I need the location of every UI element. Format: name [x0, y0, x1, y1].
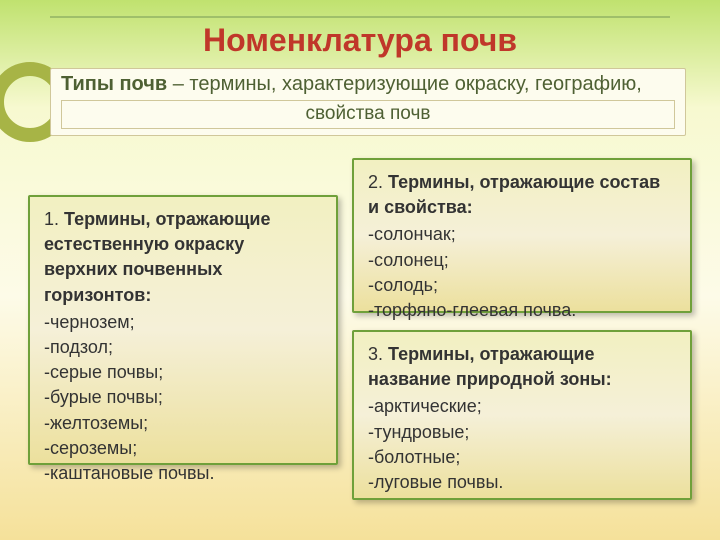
box-2-number: 2. — [368, 172, 383, 192]
box-2-items: -солончак; -солонец; -солодь; -торфяно-г… — [368, 222, 676, 323]
subtitle-line2: свойства почв — [61, 100, 675, 129]
subtitle-bold: Типы почв — [61, 73, 167, 95]
subtitle-box: Типы почв – термины, характеризующие окр… — [50, 68, 686, 136]
box-2: 2. Термины, отражающие состав и свойства… — [352, 158, 692, 313]
box-3-header: 3. Термины, отражающие название природно… — [368, 342, 676, 392]
box-3-title: Термины, отражающие название природной з… — [368, 344, 612, 389]
slide: Номенклатура почв Типы почв – термины, х… — [0, 0, 720, 540]
box-3: 3. Термины, отражающие название природно… — [352, 330, 692, 500]
decorative-line — [50, 16, 670, 18]
box-1-items: -чернозем; -подзол; -серые почвы; -бурые… — [44, 310, 322, 486]
subtitle-rest: – термины, характеризующие окраску, геог… — [167, 73, 642, 95]
box-1-title: Термины, отражающие естественную окраску… — [44, 209, 271, 305]
box-1: 1. Термины, отражающие естественную окра… — [28, 195, 338, 465]
box-1-number: 1. — [44, 209, 59, 229]
box-2-header: 2. Термины, отражающие состав и свойства… — [368, 170, 676, 220]
box-3-items: -арктические; -тундровые; -болотные; -лу… — [368, 394, 676, 495]
box-2-title: Термины, отражающие состав и свойства: — [368, 172, 660, 217]
box-1-header: 1. Термины, отражающие естественную окра… — [44, 207, 322, 308]
box-3-number: 3. — [368, 344, 383, 364]
page-title: Номенклатура почв — [0, 22, 720, 59]
